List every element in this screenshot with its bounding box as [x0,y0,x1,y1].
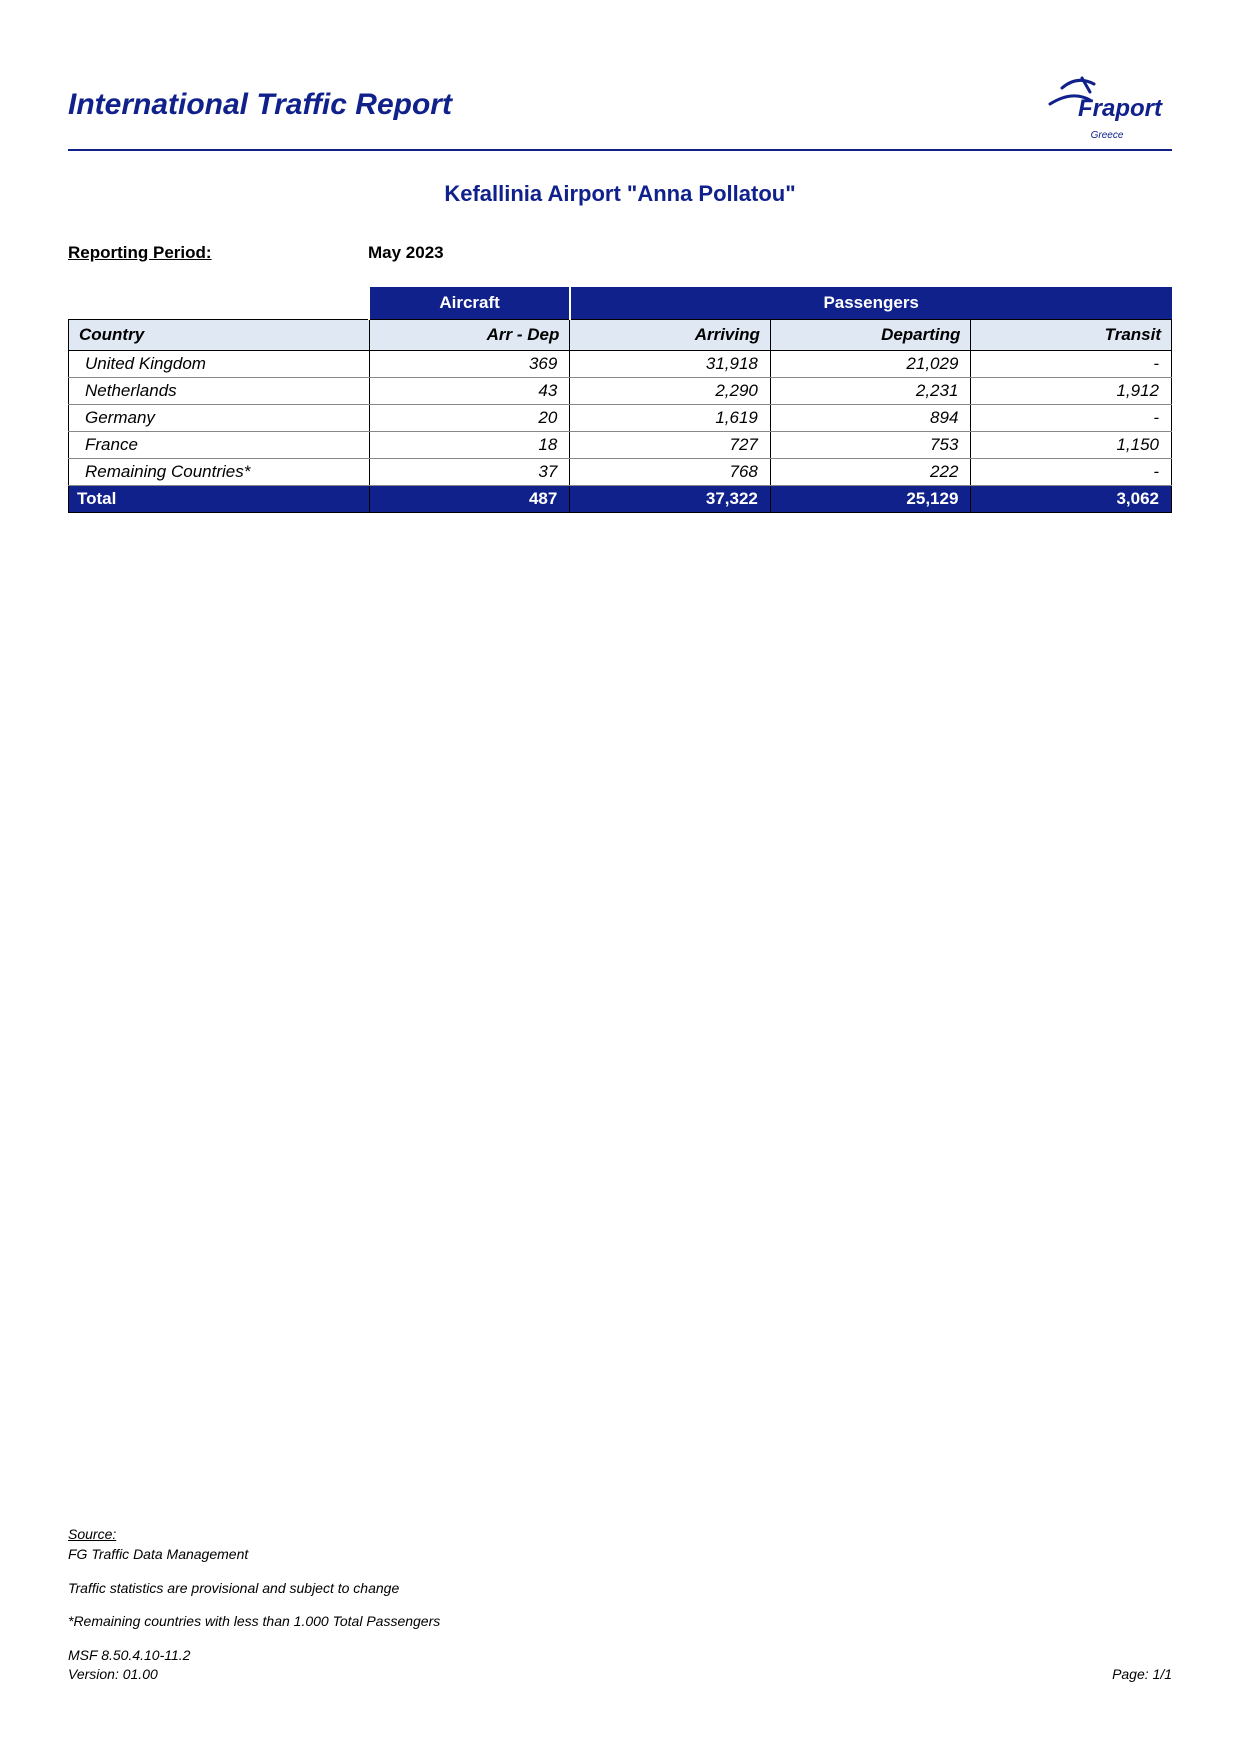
group-passengers: Passengers [570,287,1172,320]
airport-name: Kefallinia Airport "Anna Pollatou" [68,181,1172,207]
table-row: France187277531,150 [69,432,1172,459]
cell-arriving: 768 [570,459,771,486]
cell-country: France [69,432,370,459]
table-row: Remaining Countries*37768222- [69,459,1172,486]
footer-version: Version: 01.00 [68,1665,190,1685]
cell-transit: - [971,459,1172,486]
cell-transit: - [971,405,1172,432]
footer-ref: MSF 8.50.4.10-11.2 [68,1646,190,1666]
footer-note-provisional: Traffic statistics are provisional and s… [68,1579,1172,1599]
header: International Traffic Report Fraport Gre… [68,70,1172,151]
cell-aircraft: 20 [369,405,570,432]
group-aircraft: Aircraft [369,287,570,320]
logo-text: Fraport [1078,95,1163,122]
cell-departing: 21,029 [770,351,971,378]
cell-country: Germany [69,405,370,432]
cell-departing: 222 [770,459,971,486]
table-row: Netherlands432,2902,2311,912 [69,378,1172,405]
page-title: International Traffic Report [68,70,452,122]
cell-departing: 894 [770,405,971,432]
source-label: Source: [68,1526,116,1542]
logo: Fraport Greece [1042,70,1172,141]
col-arriving: Arriving [570,320,771,351]
table-total-row: Total48737,32225,1293,062 [69,486,1172,513]
total-arriving: 37,322 [570,486,771,513]
footer-bottom: MSF 8.50.4.10-11.2 Version: 01.00 Page: … [68,1646,1172,1685]
cell-aircraft: 18 [369,432,570,459]
cell-arriving: 727 [570,432,771,459]
footer-note-remaining: *Remaining countries with less than 1.00… [68,1612,1172,1632]
traffic-table: Aircraft Passengers Country Arr - Dep Ar… [68,287,1172,513]
table-row: Germany201,619894- [69,405,1172,432]
cell-arriving: 1,619 [570,405,771,432]
table-group-header: Aircraft Passengers [69,287,1172,320]
reporting-period: Reporting Period: May 2023 [68,243,1172,263]
col-transit: Transit [971,320,1172,351]
footer: Source: FG Traffic Data Management Traff… [68,1525,1172,1685]
col-departing: Departing [770,320,971,351]
cell-arriving: 2,290 [570,378,771,405]
footer-page: Page: 1/1 [1112,1665,1172,1685]
col-aircraft: Arr - Dep [369,320,570,351]
total-departing: 25,129 [770,486,971,513]
cell-transit: - [971,351,1172,378]
cell-transit: 1,150 [971,432,1172,459]
table-column-header: Country Arr - Dep Arriving Departing Tra… [69,320,1172,351]
total-country: Total [69,486,370,513]
period-label: Reporting Period: [68,243,368,263]
cell-country: Remaining Countries* [69,459,370,486]
cell-departing: 2,231 [770,378,971,405]
total-transit: 3,062 [971,486,1172,513]
total-aircraft: 487 [369,486,570,513]
table-row: United Kingdom36931,91821,029- [69,351,1172,378]
cell-country: United Kingdom [69,351,370,378]
cell-aircraft: 43 [369,378,570,405]
group-blank [69,287,370,320]
table-body: United Kingdom36931,91821,029-Netherland… [69,351,1172,513]
cell-arriving: 31,918 [570,351,771,378]
source-value: FG Traffic Data Management [68,1546,248,1562]
fraport-logo-icon: Fraport [1042,70,1172,128]
cell-aircraft: 369 [369,351,570,378]
cell-transit: 1,912 [971,378,1172,405]
col-country: Country [69,320,370,351]
cell-departing: 753 [770,432,971,459]
cell-aircraft: 37 [369,459,570,486]
logo-subtext: Greece [1091,130,1124,141]
period-value: May 2023 [368,243,444,263]
cell-country: Netherlands [69,378,370,405]
